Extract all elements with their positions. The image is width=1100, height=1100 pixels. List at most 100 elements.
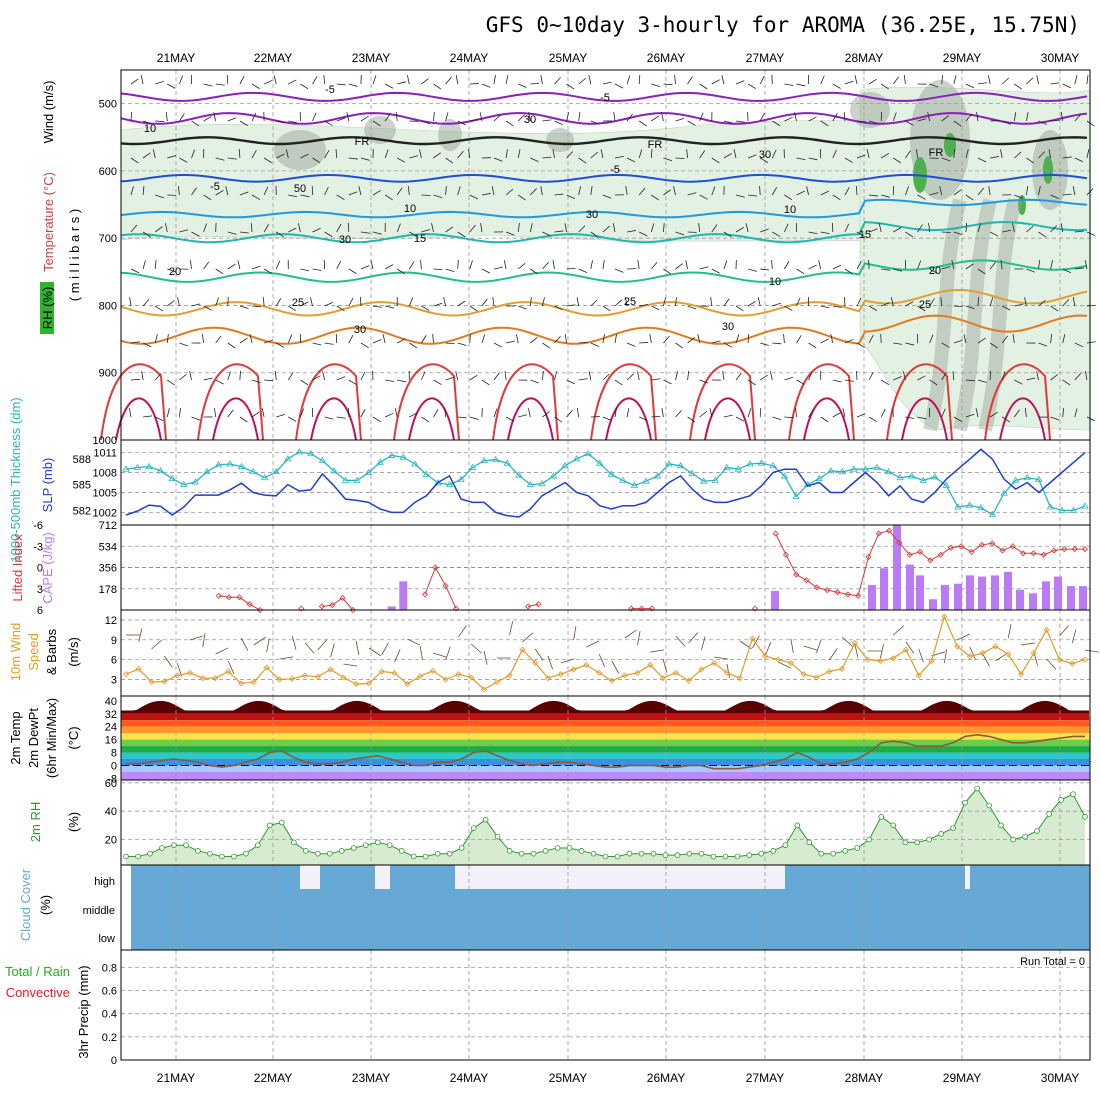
thickness-line-point bbox=[896, 473, 904, 481]
wind-barb bbox=[530, 82, 540, 85]
wind-barb bbox=[347, 222, 350, 233]
wind-barb bbox=[578, 112, 581, 122]
wind-barb bbox=[759, 112, 765, 122]
day-label-top: 21MAY bbox=[157, 51, 195, 65]
wind10-speed-line-point bbox=[212, 675, 219, 682]
cape-bar bbox=[929, 599, 937, 610]
wind-barb bbox=[711, 224, 718, 233]
lifted-index-line-point bbox=[1030, 550, 1037, 557]
wind-barb bbox=[469, 416, 479, 420]
wind10-barb bbox=[176, 662, 183, 677]
wind-barb bbox=[661, 408, 664, 418]
rh2m-line-point bbox=[746, 852, 753, 858]
wind-barb bbox=[552, 149, 555, 159]
wind-barb bbox=[735, 416, 745, 422]
thickness-line-point bbox=[422, 470, 431, 477]
wind10-barb bbox=[343, 663, 358, 667]
thickness-line-point bbox=[827, 467, 835, 474]
upper-ytick: 900 bbox=[99, 368, 117, 380]
wind-barb bbox=[977, 223, 981, 233]
wind-barb bbox=[745, 223, 749, 233]
wind-barb bbox=[612, 223, 616, 233]
wind-barb bbox=[917, 416, 927, 420]
wind-barb bbox=[578, 341, 588, 344]
wind-barb bbox=[687, 416, 696, 423]
wind10-speed-line-point bbox=[979, 649, 986, 657]
wind-barb bbox=[215, 190, 224, 196]
wind-barb bbox=[723, 298, 730, 307]
wind-barb bbox=[1062, 83, 1072, 89]
wind-barb bbox=[1074, 342, 1084, 348]
wind-barb bbox=[832, 412, 841, 418]
rh2m-line-point bbox=[326, 850, 333, 857]
wind10-barb bbox=[662, 658, 668, 673]
rh2m-line-point bbox=[530, 850, 537, 857]
wind-barb bbox=[769, 371, 773, 381]
thickness-line-point bbox=[850, 465, 858, 472]
wind-barb bbox=[578, 225, 586, 233]
wind-barb bbox=[275, 298, 282, 307]
rh2m-line-point bbox=[219, 853, 225, 860]
chart-title: GFS 0~10day 3-hourly for AROMA (36.25E, … bbox=[486, 13, 1080, 37]
wind10-barb bbox=[151, 639, 163, 650]
wind-barb bbox=[288, 305, 297, 312]
wind-barb bbox=[723, 153, 732, 159]
wind-barb bbox=[455, 75, 459, 85]
wind-frame bbox=[120, 609, 1091, 697]
wind-barb bbox=[1001, 371, 1006, 381]
wind-barb bbox=[651, 115, 659, 122]
wind-barb bbox=[288, 416, 297, 422]
wind-barb bbox=[625, 186, 628, 196]
wind10-speed-line-point bbox=[596, 669, 603, 676]
wind-barb bbox=[506, 340, 515, 344]
wind-barb bbox=[637, 371, 640, 381]
wind-barb bbox=[892, 112, 897, 122]
wind10-speed-line-point bbox=[1081, 656, 1089, 663]
rh2m-line-point bbox=[446, 850, 453, 857]
wind10-barb bbox=[138, 628, 143, 643]
rh2m-line-point bbox=[614, 853, 621, 860]
wind-barb bbox=[868, 120, 878, 124]
wind-barb bbox=[590, 120, 600, 125]
wind-barb bbox=[348, 334, 354, 344]
wind-barb bbox=[626, 342, 636, 347]
wind-barb bbox=[263, 157, 272, 164]
cape-bar bbox=[1067, 586, 1075, 610]
wind-barb bbox=[360, 157, 370, 161]
wind10-barb bbox=[854, 643, 859, 658]
wind-barb bbox=[977, 82, 987, 85]
wind-barb bbox=[433, 194, 443, 199]
wind10-tick: 9 bbox=[111, 635, 117, 647]
day-label-top: 26MAY bbox=[647, 51, 685, 65]
rh2m-tick: 60 bbox=[105, 778, 117, 790]
wind-barb bbox=[249, 334, 253, 344]
wind-barb bbox=[300, 379, 309, 386]
wind-barb bbox=[747, 83, 757, 90]
wind-barb bbox=[759, 374, 768, 381]
cape-bar bbox=[991, 575, 999, 610]
wind-barb bbox=[407, 186, 410, 196]
wind-barb bbox=[433, 379, 442, 385]
lifted-index-line-point bbox=[813, 584, 820, 591]
lifted-index-line-point bbox=[1071, 546, 1078, 553]
wind-barb bbox=[1086, 304, 1096, 307]
wind-barb bbox=[154, 305, 163, 312]
wind-barb bbox=[479, 112, 483, 122]
wind-barb bbox=[336, 83, 346, 86]
wind-barb bbox=[517, 194, 526, 201]
wind-barb bbox=[166, 334, 169, 344]
wind-barb bbox=[977, 337, 986, 344]
wind-barb bbox=[179, 75, 184, 85]
wind-barb bbox=[445, 342, 455, 345]
thickness-line-point bbox=[330, 467, 338, 474]
lifted-index-line-point bbox=[1050, 547, 1058, 554]
upper-ytick: 1000 bbox=[93, 435, 117, 447]
wind-barb bbox=[348, 297, 354, 307]
temp2m-tick: 40 bbox=[105, 696, 117, 708]
rh2m-line-point bbox=[470, 825, 477, 831]
wind10-barb bbox=[650, 649, 665, 653]
isotherm-hot bbox=[605, 397, 652, 441]
rh2m-line-point bbox=[962, 799, 968, 806]
temp2m-tick: 16 bbox=[105, 735, 117, 747]
wind10-tick: 6 bbox=[111, 655, 117, 667]
